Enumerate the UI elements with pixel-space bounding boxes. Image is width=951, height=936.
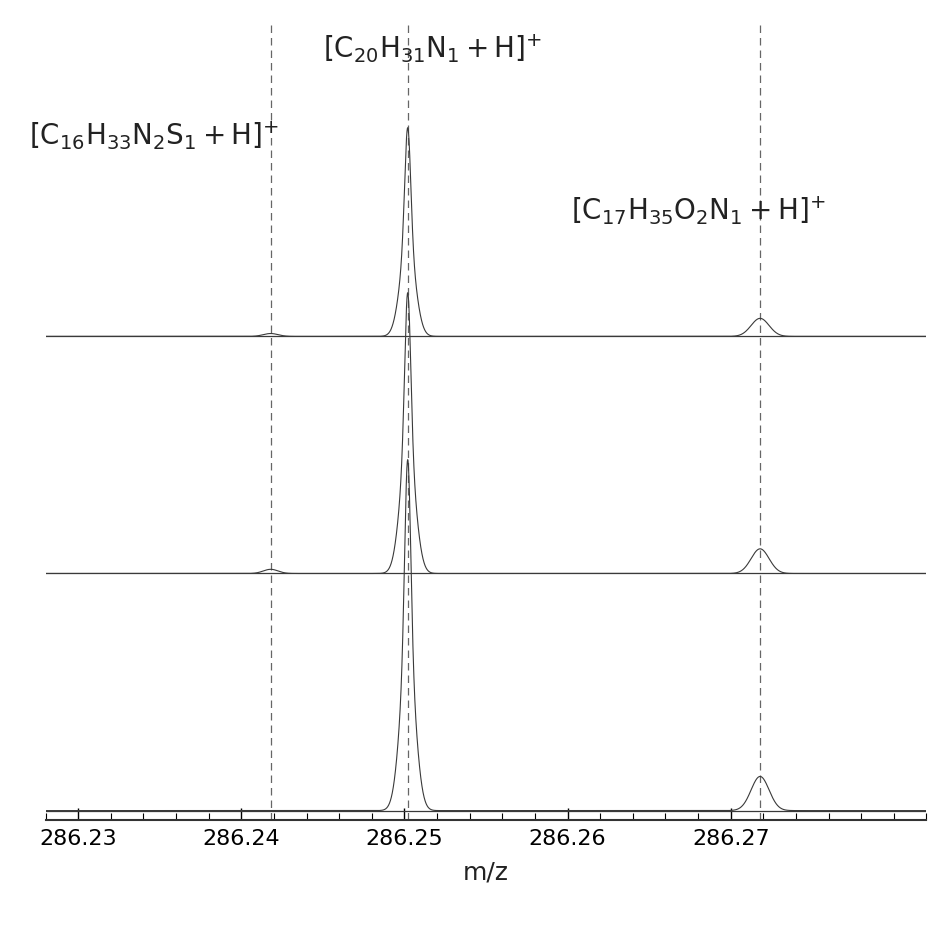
Text: $[\mathrm{C}_{20}\mathrm{H}_{31}\mathrm{N}_{1}+\mathrm{H}]^{+}$: $[\mathrm{C}_{20}\mathrm{H}_{31}\mathrm{… [323, 33, 542, 66]
Text: $[\mathrm{C}_{16}\mathrm{H}_{33}\mathrm{N}_{2}\mathrm{S}_{1}+\mathrm{H}]^{+}$: $[\mathrm{C}_{16}\mathrm{H}_{33}\mathrm{… [29, 120, 279, 152]
Text: $[\mathrm{C}_{17}\mathrm{H}_{35}\mathrm{O}_{2}\mathrm{N}_{1}+\mathrm{H}]^{+}$: $[\mathrm{C}_{17}\mathrm{H}_{35}\mathrm{… [571, 195, 825, 227]
X-axis label: m/z: m/z [463, 859, 509, 884]
